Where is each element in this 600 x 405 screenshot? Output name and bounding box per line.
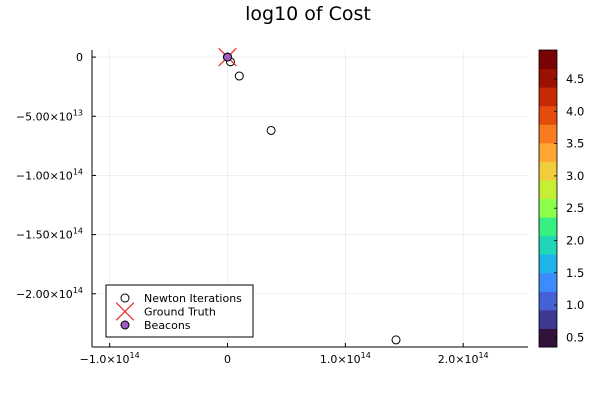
colorbar-segment: [539, 291, 557, 311]
legend-marker: [120, 320, 130, 330]
y-tick-label: 0: [76, 51, 83, 64]
colorbar-tick-label: 1.0: [566, 298, 584, 312]
colorbar-segment: [539, 309, 557, 329]
y-tick-label: −1.50×1014: [16, 227, 83, 242]
legend-label: Ground Truth: [144, 306, 216, 319]
chart-title: log10 of Cost: [245, 3, 371, 25]
colorbar-segment: [539, 124, 557, 144]
x-tick-label: −1.0×1014: [80, 351, 140, 366]
colorbar-segment: [539, 217, 557, 237]
legend-marker: [120, 293, 130, 303]
legend-box: [105, 284, 254, 338]
x-tick-label: 0: [224, 353, 231, 366]
colorbar-segment: [539, 68, 557, 88]
y-tick-label: −5.00×1013: [16, 108, 83, 123]
x-tick-label: 2.0×1014: [438, 351, 489, 366]
colorbar-tick-label: 2.0: [566, 233, 584, 247]
colorbar-segment: [539, 272, 557, 292]
colorbar-segment: [539, 87, 557, 107]
colorbar-segment: [539, 179, 557, 199]
colorbar-segment: [539, 198, 557, 218]
colorbar-frame: [538, 49, 558, 348]
newton-iteration-point: [266, 125, 276, 135]
legend-label: Beacons: [144, 319, 191, 332]
colorbar-segment: [539, 254, 557, 274]
newton-iteration-point: [391, 335, 401, 345]
colorbar-tick-label: 3.0: [566, 169, 584, 183]
y-tick-label: −1.00×1014: [16, 167, 83, 182]
colorbar-tick-label: 2.5: [566, 201, 584, 215]
colorbar-tick-label: 0.5: [566, 330, 584, 344]
beacon-point: [223, 52, 233, 62]
legend-marker: [115, 302, 135, 321]
y-tick-label: −2.00×1014: [16, 286, 83, 301]
colorbar-tick-label: 1.5: [566, 266, 584, 280]
colorbar-segment: [539, 105, 557, 125]
colorbar-tick-label: 3.5: [566, 137, 584, 151]
colorbar-segment: [539, 328, 557, 348]
colorbar-tick-label: 4.5: [566, 72, 584, 86]
legend-label: Newton Iterations: [144, 292, 242, 305]
newton-iteration-point: [234, 71, 244, 81]
colorbar-tick-label: 4.0: [566, 104, 584, 118]
colorbar-segment: [539, 161, 557, 181]
colorbar-segment: [539, 142, 557, 162]
x-tick-label: 1.0×1014: [320, 351, 371, 366]
colorbar-segment: [539, 235, 557, 255]
colorbar-segment: [539, 50, 557, 70]
